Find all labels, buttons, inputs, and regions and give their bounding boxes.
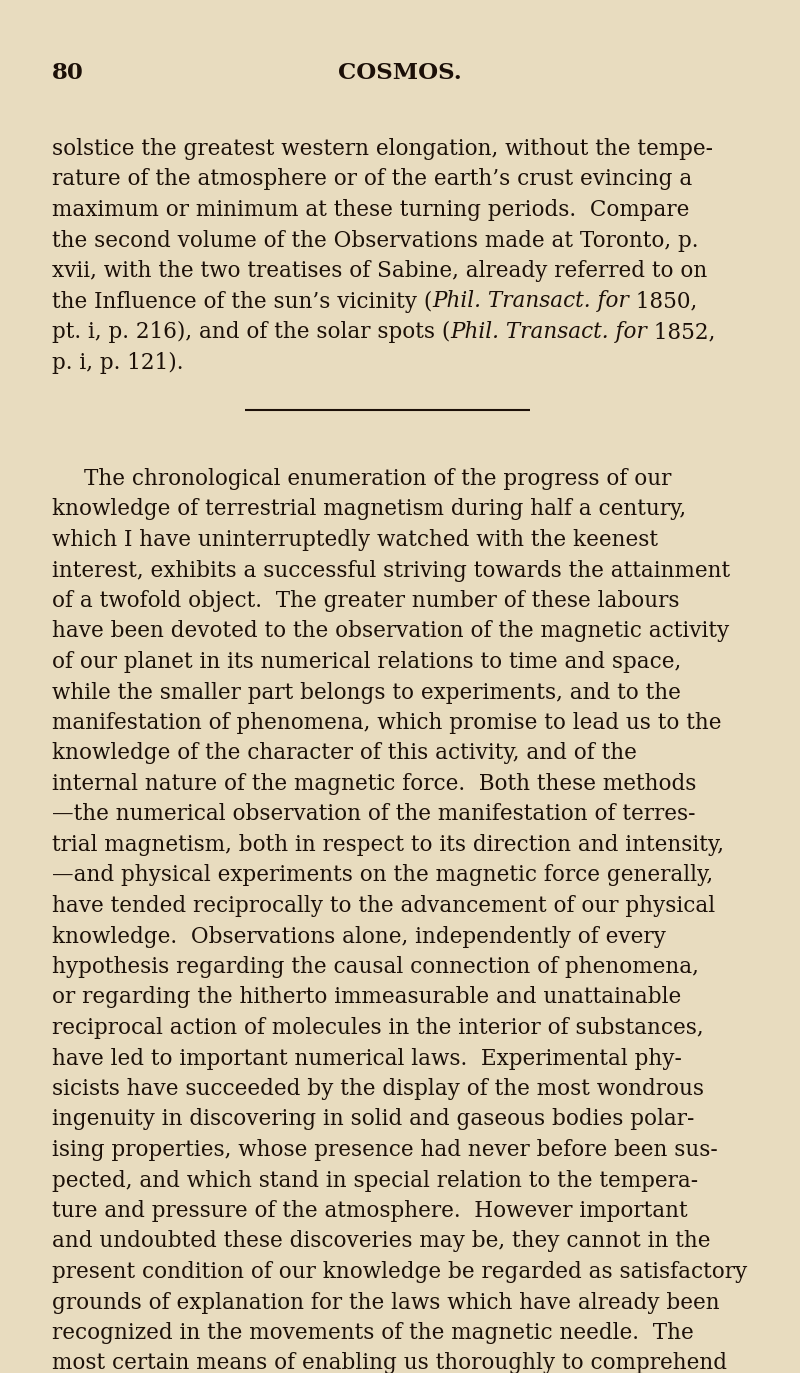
Text: which I have uninterruptedly watched with the keenest: which I have uninterruptedly watched wit… — [52, 529, 658, 551]
Text: present condition of our knowledge be regarded as satisfactory: present condition of our knowledge be re… — [52, 1260, 747, 1282]
Text: xvii, with the two treatises of Sabine, already referred to on: xvii, with the two treatises of Sabine, … — [52, 259, 707, 281]
Text: 80: 80 — [52, 62, 84, 84]
Text: solstice the greatest western elongation, without the tempe-: solstice the greatest western elongation… — [52, 139, 713, 161]
Text: internal nature of the magnetic force.  Both these methods: internal nature of the magnetic force. B… — [52, 773, 696, 795]
Text: sicists have succeeded by the display of the most wondrous: sicists have succeeded by the display of… — [52, 1078, 704, 1100]
Text: ingenuity in discovering in solid and gaseous bodies polar-: ingenuity in discovering in solid and ga… — [52, 1108, 694, 1130]
Text: knowledge of the character of this activity, and of the: knowledge of the character of this activ… — [52, 743, 637, 765]
Text: while the smaller part belongs to experiments, and to the: while the smaller part belongs to experi… — [52, 681, 681, 703]
Text: rature of the atmosphere or of the earth’s crust evincing a: rature of the atmosphere or of the earth… — [52, 169, 692, 191]
Text: most certain means of enabling us thoroughly to comprehend: most certain means of enabling us thorou… — [52, 1352, 727, 1373]
Text: 1850,: 1850, — [629, 291, 698, 313]
Text: have tended reciprocally to the advancement of our physical: have tended reciprocally to the advancem… — [52, 895, 715, 917]
Text: knowledge of terrestrial magnetism during half a century,: knowledge of terrestrial magnetism durin… — [52, 498, 686, 520]
Text: ture and pressure of the atmosphere.  However important: ture and pressure of the atmosphere. How… — [52, 1200, 688, 1222]
Text: and undoubted these discoveries may be, they cannot in the: and undoubted these discoveries may be, … — [52, 1230, 710, 1252]
Text: pected, and which stand in special relation to the tempera-: pected, and which stand in special relat… — [52, 1170, 698, 1192]
Text: The chronological enumeration of the progress of our: The chronological enumeration of the pro… — [84, 468, 671, 490]
Text: —the numerical observation of the manifestation of terres-: —the numerical observation of the manife… — [52, 803, 695, 825]
Text: manifestation of phenomena, which promise to lead us to the: manifestation of phenomena, which promis… — [52, 713, 722, 735]
Text: ising properties, whose presence had never before been sus-: ising properties, whose presence had nev… — [52, 1140, 718, 1162]
Text: 1852,: 1852, — [647, 321, 715, 343]
Text: or regarding the hitherto immeasurable and unattainable: or regarding the hitherto immeasurable a… — [52, 986, 682, 1009]
Text: hypothesis regarding the causal connection of phenomena,: hypothesis regarding the causal connecti… — [52, 956, 699, 978]
Text: COSMOS.: COSMOS. — [338, 62, 462, 84]
Text: knowledge.  Observations alone, independently of every: knowledge. Observations alone, independe… — [52, 925, 666, 947]
Text: trial magnetism, both in respect to its direction and intensity,: trial magnetism, both in respect to its … — [52, 833, 724, 855]
Text: p. i, p. 121).: p. i, p. 121). — [52, 351, 183, 373]
Text: reciprocal action of molecules in the interior of substances,: reciprocal action of molecules in the in… — [52, 1017, 704, 1039]
Text: have led to important numerical laws.  Experimental phy-: have led to important numerical laws. Ex… — [52, 1048, 682, 1070]
Text: recognized in the movements of the magnetic needle.  The: recognized in the movements of the magne… — [52, 1322, 694, 1344]
Text: pt. i, p. 216), and of the solar spots (: pt. i, p. 216), and of the solar spots ( — [52, 321, 450, 343]
Text: interest, exhibits a successful striving towards the attainment: interest, exhibits a successful striving… — [52, 560, 730, 582]
Text: the second volume of the Observations made at Toronto, p.: the second volume of the Observations ma… — [52, 229, 698, 251]
Text: the Influence of the sun’s vicinity (: the Influence of the sun’s vicinity ( — [52, 291, 432, 313]
Text: Phil. Transact. for: Phil. Transact. for — [432, 291, 629, 313]
Text: of a twofold object.  The greater number of these labours: of a twofold object. The greater number … — [52, 590, 679, 612]
Text: have been devoted to the observation of the magnetic activity: have been devoted to the observation of … — [52, 621, 730, 643]
Text: maximum or minimum at these turning periods.  Compare: maximum or minimum at these turning peri… — [52, 199, 690, 221]
Text: of our planet in its numerical relations to time and space,: of our planet in its numerical relations… — [52, 651, 682, 673]
Text: —and physical experiments on the magnetic force generally,: —and physical experiments on the magneti… — [52, 865, 713, 887]
Text: Phil. Transact. for: Phil. Transact. for — [450, 321, 647, 343]
Text: grounds of explanation for the laws which have already been: grounds of explanation for the laws whic… — [52, 1292, 720, 1314]
